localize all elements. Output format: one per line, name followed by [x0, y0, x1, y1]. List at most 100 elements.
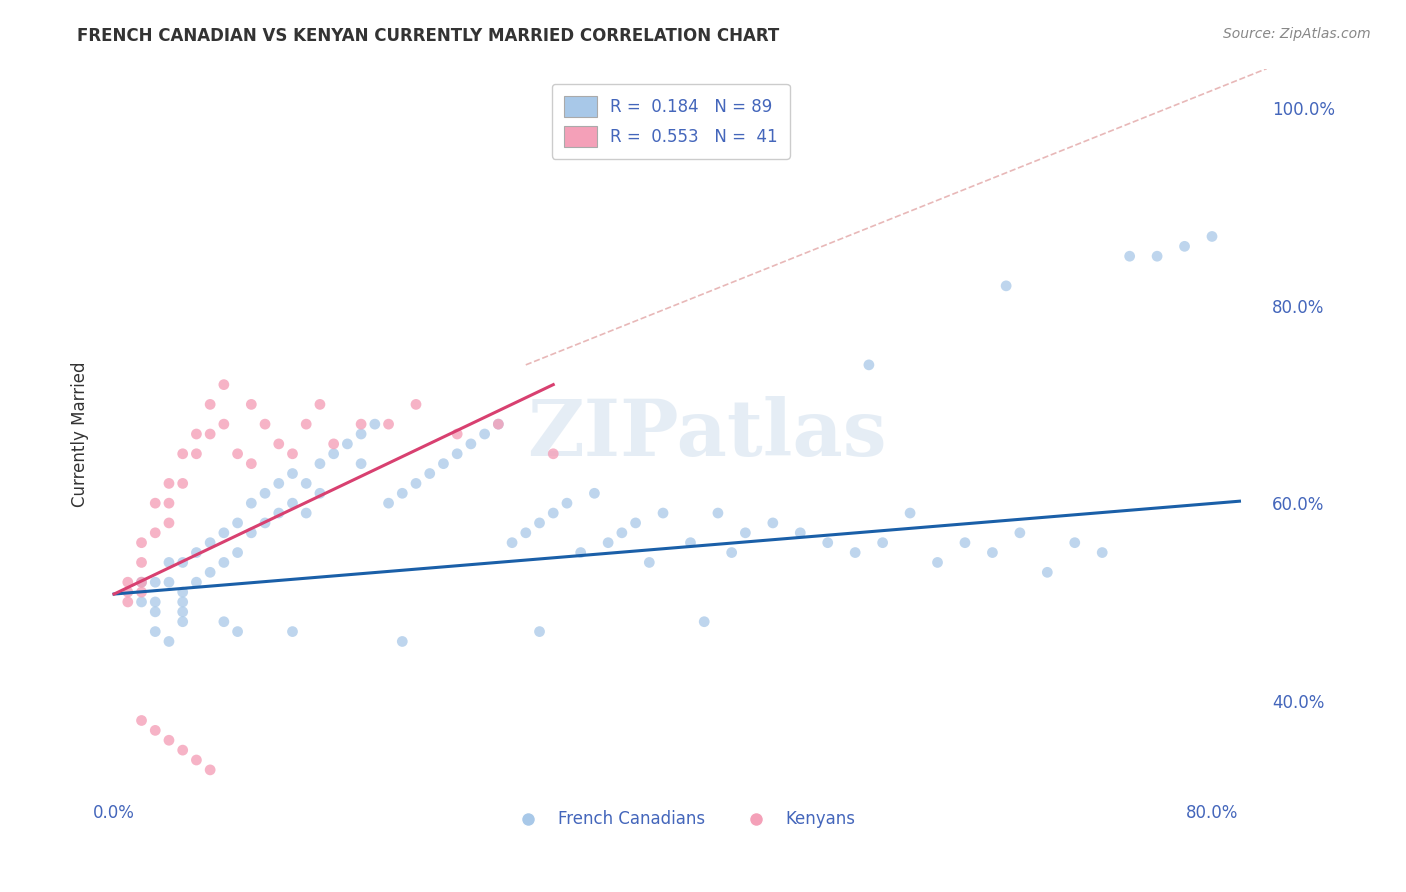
Point: [198, 427, 221, 442]
Point: [226, 447, 249, 461]
Point: [1091, 545, 1114, 559]
Point: [789, 525, 811, 540]
Y-axis label: Currently Married: Currently Married: [72, 361, 89, 507]
Point: [172, 476, 194, 491]
Point: [486, 417, 509, 431]
Point: [432, 457, 454, 471]
Point: [858, 358, 880, 372]
Point: [172, 585, 194, 599]
Point: [198, 763, 221, 777]
Point: [186, 575, 208, 590]
Point: [226, 516, 249, 530]
Point: [172, 743, 194, 757]
Point: [143, 496, 166, 510]
Point: [131, 535, 153, 549]
Point: [240, 397, 263, 411]
Point: [131, 575, 153, 590]
Point: [679, 535, 702, 549]
Point: [281, 447, 304, 461]
Point: [405, 476, 427, 491]
Point: [350, 457, 373, 471]
Point: [1173, 239, 1195, 253]
Point: [143, 525, 166, 540]
Legend: French Canadians, Kenyans: French Canadians, Kenyans: [505, 804, 862, 835]
Point: [117, 585, 139, 599]
Point: [172, 556, 194, 570]
Point: [117, 595, 139, 609]
Point: [267, 506, 290, 520]
Point: [226, 545, 249, 559]
Point: [927, 556, 949, 570]
Point: [598, 535, 620, 549]
Point: [212, 556, 235, 570]
Point: [186, 427, 208, 442]
Point: [212, 615, 235, 629]
Point: [143, 624, 166, 639]
Point: [1146, 249, 1168, 263]
Point: [995, 278, 1018, 293]
Point: [638, 556, 661, 570]
Point: [501, 535, 523, 549]
Point: [131, 575, 153, 590]
Point: [309, 457, 332, 471]
Point: [240, 525, 263, 540]
Point: [336, 437, 359, 451]
Point: [446, 447, 468, 461]
Point: [240, 457, 263, 471]
Point: [267, 476, 290, 491]
Point: [583, 486, 606, 500]
Point: [610, 525, 633, 540]
Point: [322, 437, 344, 451]
Point: [172, 595, 194, 609]
Point: [212, 417, 235, 431]
Point: [143, 605, 166, 619]
Point: [391, 486, 413, 500]
Point: [981, 545, 1004, 559]
Point: [172, 605, 194, 619]
Point: [295, 476, 318, 491]
Point: [652, 506, 675, 520]
Point: [186, 545, 208, 559]
Point: [172, 615, 194, 629]
Point: [460, 437, 482, 451]
Point: [131, 585, 153, 599]
Text: Source: ZipAtlas.com: Source: ZipAtlas.com: [1223, 27, 1371, 41]
Point: [377, 496, 399, 510]
Point: [872, 535, 894, 549]
Point: [295, 506, 318, 520]
Point: [157, 496, 180, 510]
Point: [143, 575, 166, 590]
Point: [157, 634, 180, 648]
Point: [529, 516, 551, 530]
Point: [281, 496, 304, 510]
Point: [186, 447, 208, 461]
Point: [474, 427, 496, 442]
Point: [309, 397, 332, 411]
Point: [172, 447, 194, 461]
Point: [377, 417, 399, 431]
Point: [212, 525, 235, 540]
Point: [707, 506, 730, 520]
Point: [720, 545, 742, 559]
Point: [624, 516, 647, 530]
Point: [157, 733, 180, 747]
Text: FRENCH CANADIAN VS KENYAN CURRENTLY MARRIED CORRELATION CHART: FRENCH CANADIAN VS KENYAN CURRENTLY MARR…: [77, 27, 779, 45]
Point: [267, 437, 290, 451]
Point: [405, 397, 427, 411]
Point: [569, 545, 592, 559]
Point: [529, 624, 551, 639]
Point: [254, 417, 277, 431]
Point: [817, 535, 839, 549]
Point: [350, 417, 373, 431]
Point: [212, 377, 235, 392]
Point: [226, 624, 249, 639]
Point: [157, 476, 180, 491]
Point: [693, 615, 716, 629]
Point: [953, 535, 976, 549]
Point: [117, 575, 139, 590]
Point: [157, 556, 180, 570]
Point: [157, 575, 180, 590]
Point: [309, 486, 332, 500]
Point: [281, 624, 304, 639]
Point: [157, 516, 180, 530]
